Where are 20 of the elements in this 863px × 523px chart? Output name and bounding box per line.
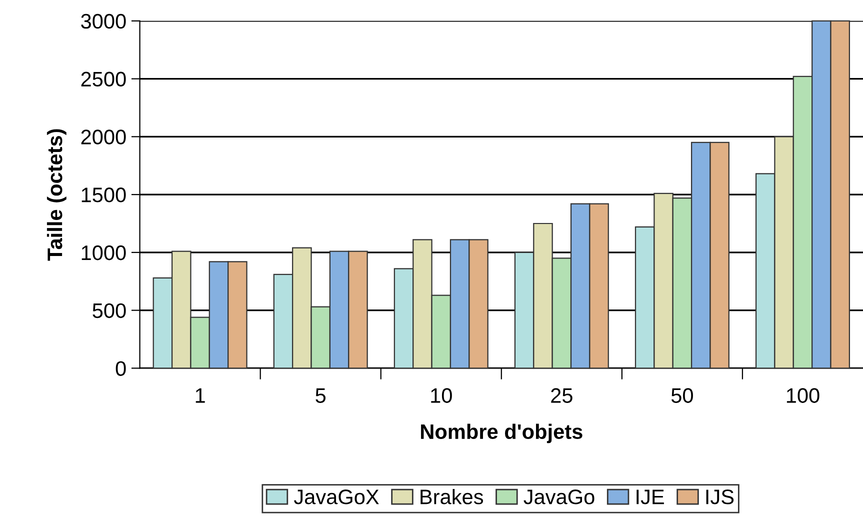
legend-label: JavaGo [524, 490, 594, 504]
y-axis-title: Taille (octets) [46, 129, 66, 261]
x-tick-label: 100 [786, 388, 820, 403]
y-tick-label: 2500 [81, 72, 126, 87]
y-tick-label: 0 [116, 361, 126, 376]
x-tick-label: 5 [316, 388, 326, 403]
x-axis-title: Nombre d'objets [421, 424, 582, 444]
y-tick-label: 2000 [81, 130, 126, 144]
y-tick-label: 500 [92, 303, 126, 318]
y-tick-label: 1000 [82, 245, 126, 260]
x-tick-label: 1 [196, 388, 205, 403]
x-tick-label: 10 [431, 388, 452, 403]
x-tick-label: 50 [671, 388, 693, 403]
y-tick-label: 3000 [81, 14, 126, 29]
legend-label: Brakes [420, 488, 484, 504]
legend-label: IJS [706, 490, 734, 504]
y-tick-label: 1500 [82, 188, 126, 202]
x-tick-label: 25 [551, 388, 572, 403]
legend-label: JavaGoX [294, 490, 379, 504]
legend-label: IJE [636, 490, 664, 504]
